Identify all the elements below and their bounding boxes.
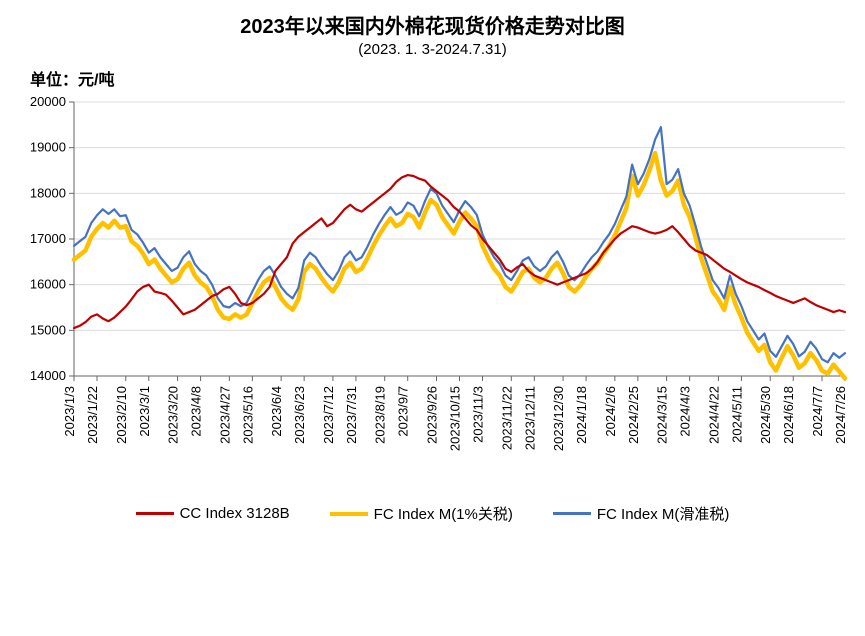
plot-svg: 14000 15000 16000 17000 18000 19000 20000 2023/… [10,94,855,494]
svg-text:2023/3/20: 2023/3/20 [166,386,181,444]
legend-label: FC Index M(滑准税) [597,503,730,524]
chart-title: 2023年以来国内外棉花现货价格走势对比图 [10,10,855,39]
plot-area: 14000 15000 16000 17000 18000 19000 20000 2023/… [10,94,855,499]
svg-text:2023/9/26: 2023/9/26 [424,386,439,444]
svg-text:2024/4/22: 2024/4/22 [706,386,721,444]
svg-text:2023/4/8: 2023/4/8 [189,386,204,437]
svg-text:2024/7/7: 2024/7/7 [810,386,825,437]
svg-text:2024/1/18: 2024/1/18 [574,386,589,444]
svg-text:20000: 20000 [30,94,66,109]
svg-text:2023/7/31: 2023/7/31 [344,386,359,444]
legend: CC Index 3128B FC Index M(1%关税) FC Index M… [10,503,855,524]
svg-text:15000: 15000 [30,322,66,337]
svg-text:2023/6/4: 2023/6/4 [269,386,284,437]
legend-label: CC Index 3128B [180,505,290,522]
svg-text:16000: 16000 [30,277,66,292]
svg-text:19000: 19000 [30,140,66,155]
legend-swatch [330,512,368,516]
legend-item-1: FC Index M(1%关税) [330,503,513,524]
svg-text:18000: 18000 [30,185,66,200]
svg-text:2024/4/3: 2024/4/3 [678,386,693,437]
svg-text:2023/12/11: 2023/12/11 [522,386,537,450]
svg-text:2024/5/30: 2024/5/30 [758,386,773,444]
series-line-1 [74,153,845,378]
legend-item-0: CC Index 3128B [136,503,290,524]
svg-text:2024/5/11: 2024/5/11 [729,386,744,443]
svg-text:2023/7/12: 2023/7/12 [321,386,336,444]
unit-label: 单位：元/吨 [30,66,855,90]
legend-swatch [136,512,174,514]
legend-swatch [553,512,591,514]
svg-text:2023/9/7: 2023/9/7 [396,386,411,437]
svg-text:17000: 17000 [30,231,66,246]
svg-text:2024/2/25: 2024/2/25 [626,386,641,444]
svg-text:2023/11/3: 2023/11/3 [471,386,486,443]
legend-label: FC Index M(1%关税) [374,503,513,524]
svg-text:2023/3/1: 2023/3/1 [137,386,152,437]
svg-text:2024/2/6: 2024/2/6 [603,386,618,437]
svg-text:14000: 14000 [30,368,66,383]
svg-text:2023/10/15: 2023/10/15 [448,386,463,451]
svg-text:2023/1/3: 2023/1/3 [62,386,77,437]
svg-text:2023/12/30: 2023/12/30 [551,386,566,451]
legend-item-2: FC Index M(滑准税) [553,503,730,524]
chart-container: 2023年以来国内外棉花现货价格走势对比图 (2023. 1. 3-2024.7… [10,10,855,524]
svg-text:2023/4/27: 2023/4/27 [217,386,232,444]
svg-text:2023/11/22: 2023/11/22 [499,386,514,450]
svg-text:2023/1/22: 2023/1/22 [85,386,100,444]
series-line-2 [74,127,845,362]
svg-text:2023/2/10: 2023/2/10 [114,386,129,444]
svg-text:2023/8/19: 2023/8/19 [373,386,388,444]
svg-text:2023/6/23: 2023/6/23 [292,386,307,444]
svg-text:2024/7/26: 2024/7/26 [833,386,848,444]
svg-text:2024/6/18: 2024/6/18 [781,386,796,444]
svg-text:2023/5/16: 2023/5/16 [240,386,255,444]
chart-subtitle: (2023. 1. 3-2024.7.31) [10,41,855,58]
svg-text:2024/3/15: 2024/3/15 [655,386,670,444]
